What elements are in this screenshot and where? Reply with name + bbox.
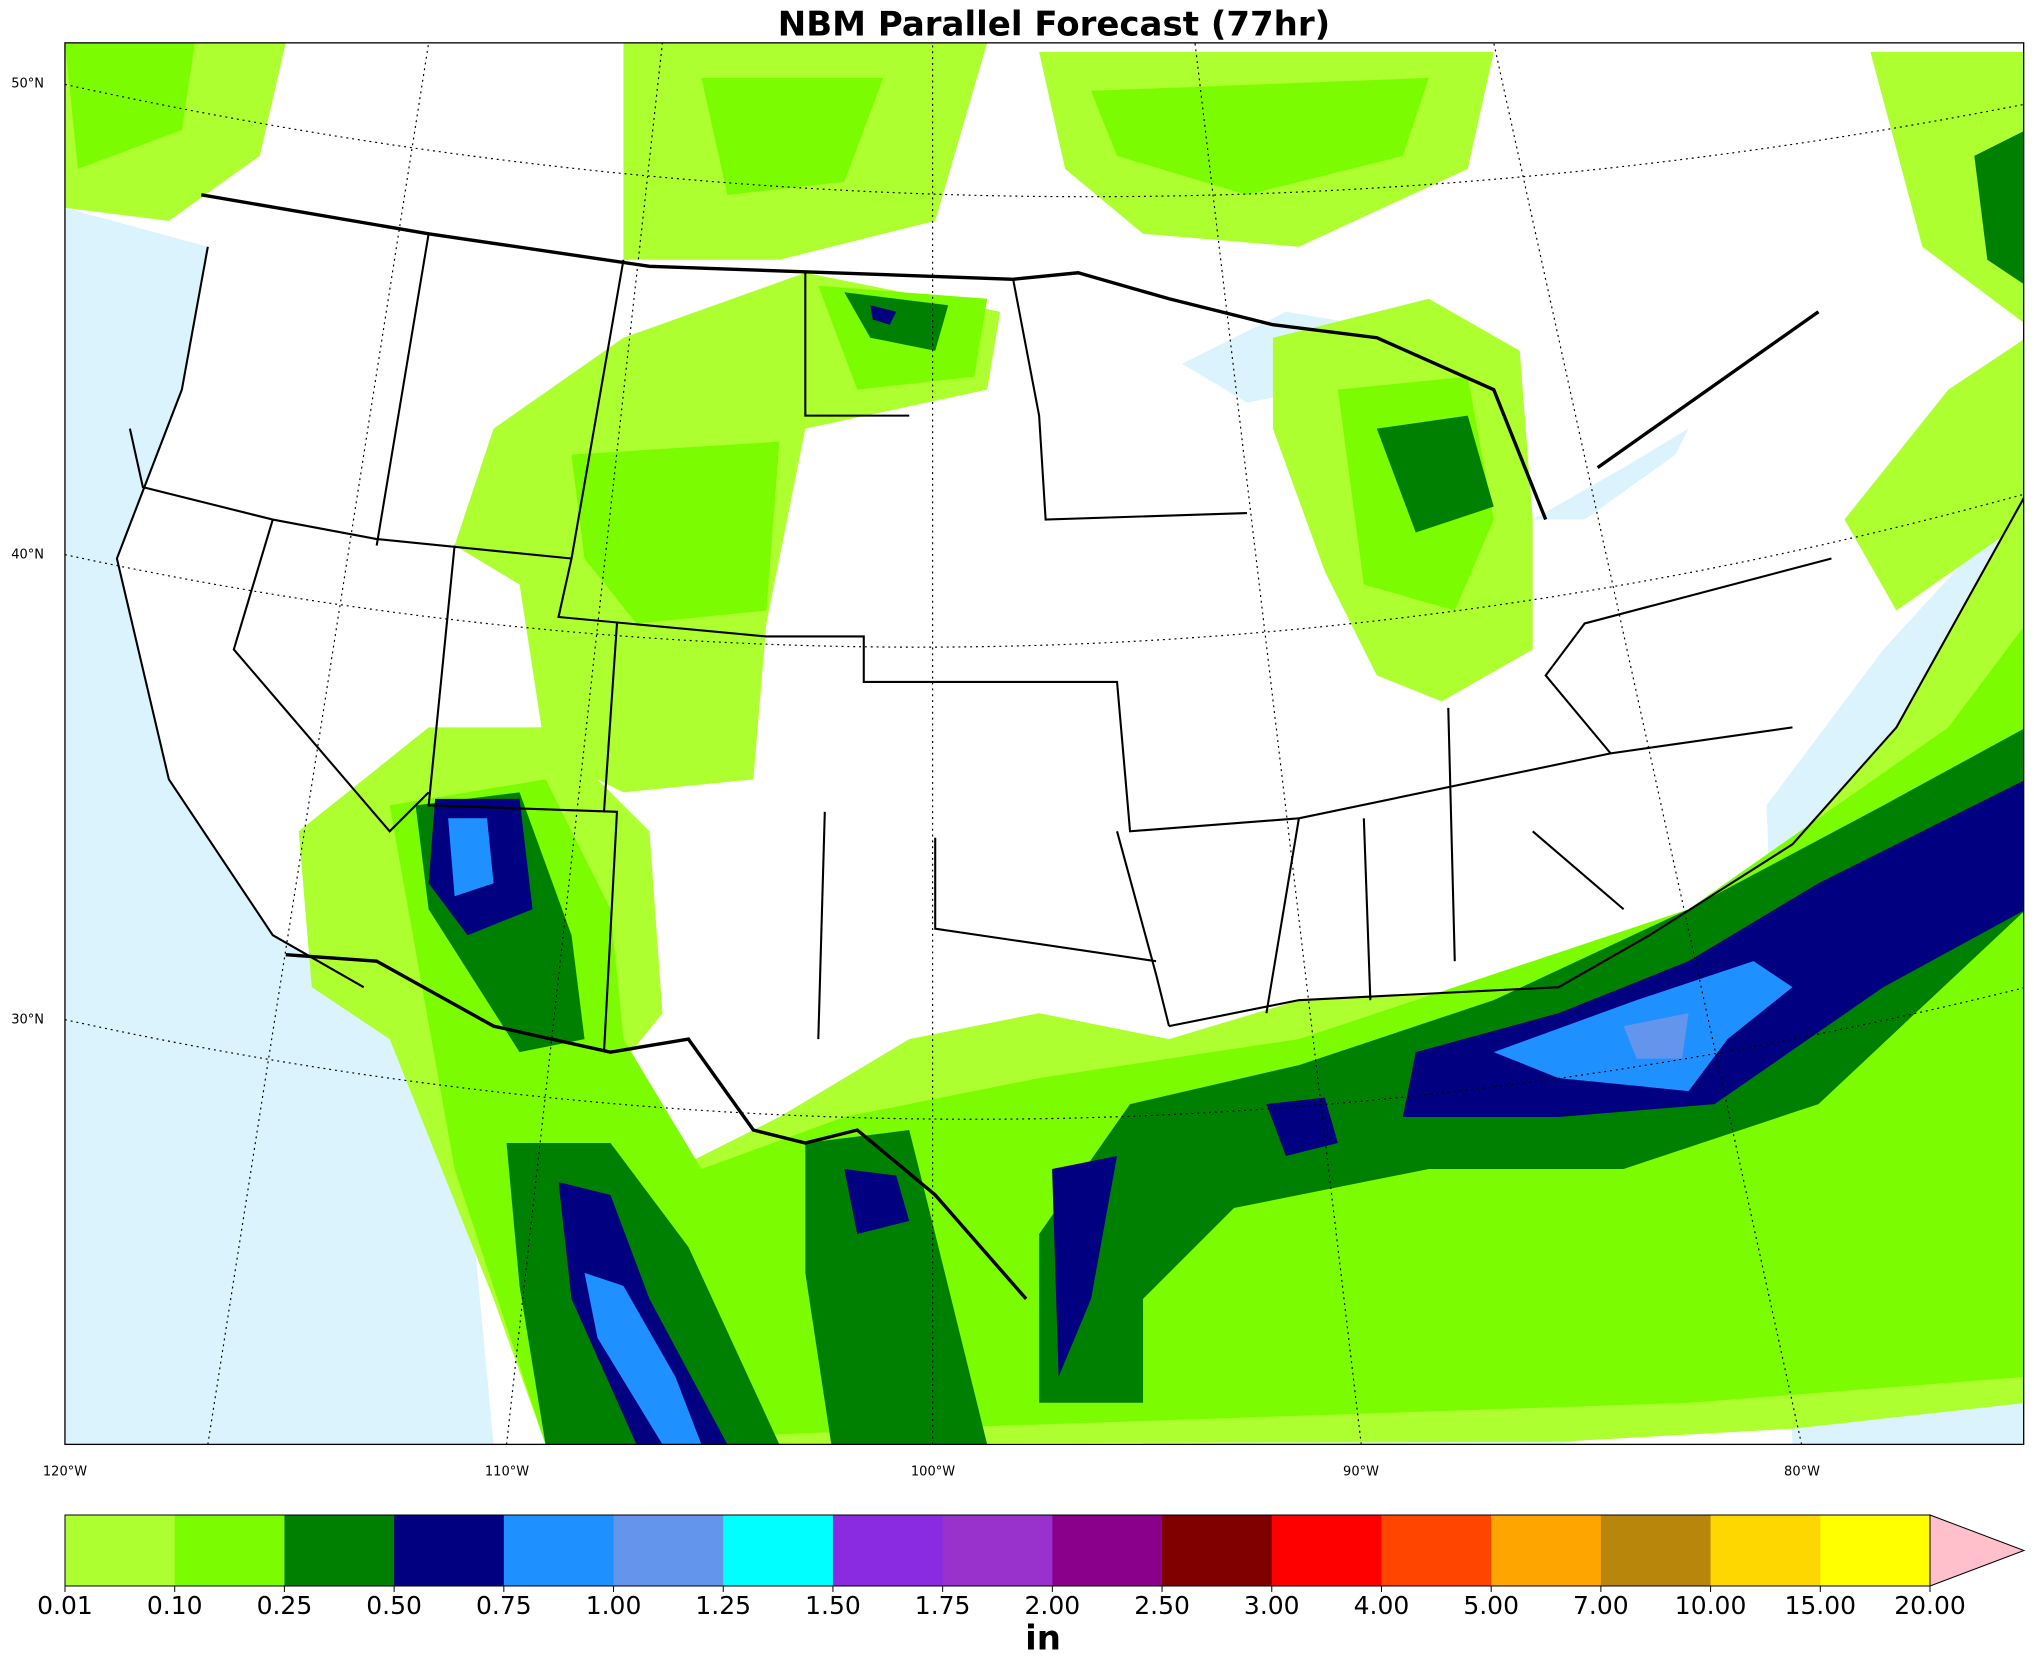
latitude-labels: 50°N 40°N 30°N bbox=[11, 77, 44, 1028]
precip bbox=[844, 292, 949, 351]
longitude-labels: 120°W 110°W 100°W 90°W 80°W bbox=[43, 1465, 1820, 1480]
latitude-label: 50°N bbox=[11, 77, 44, 92]
precip bbox=[571, 441, 780, 624]
coastline bbox=[115, 246, 2024, 1028]
pacific-ocean bbox=[64, 207, 494, 1445]
colorbar-tick-label: 15.00 bbox=[1785, 1591, 1857, 1620]
colorbar-tick-label: 0.10 bbox=[147, 1591, 203, 1620]
colorbar-extend bbox=[1929, 1514, 2026, 1587]
colorbar-tick-label: 20.00 bbox=[1894, 1591, 1966, 1620]
colorbar-segment bbox=[1162, 1515, 1273, 1586]
colorbar-tick-label: 1.75 bbox=[915, 1591, 971, 1620]
colorbar-segment bbox=[503, 1515, 615, 1586]
longitude-label: 110°W bbox=[485, 1465, 529, 1480]
latitude-label: 40°N bbox=[11, 548, 44, 563]
colorbar-tick-label: 1.50 bbox=[805, 1591, 861, 1620]
colorbar-tick-label: 4.00 bbox=[1354, 1591, 1410, 1620]
colorbar-frame bbox=[64, 1514, 1931, 1587]
precip bbox=[1376, 415, 1494, 533]
colorbar-segment bbox=[942, 1515, 1053, 1586]
precip bbox=[64, 42, 195, 169]
colorbar-tick-label: 5.00 bbox=[1463, 1591, 1519, 1620]
colorbar-tick-label: 2.50 bbox=[1134, 1591, 1190, 1620]
colorbar-segment bbox=[65, 1515, 176, 1586]
precip bbox=[448, 818, 494, 897]
precip bbox=[870, 305, 897, 325]
longitude-label: 80°W bbox=[1784, 1465, 1820, 1480]
colorbar-segment bbox=[284, 1515, 395, 1586]
colorbar-tick-label: 0.75 bbox=[476, 1591, 532, 1620]
precip bbox=[1974, 131, 2024, 285]
latitude-label: 30°N bbox=[11, 1013, 44, 1028]
colorbar-tick-label: 7.00 bbox=[1573, 1591, 1629, 1620]
colorbar-tick-label: 0.25 bbox=[257, 1591, 313, 1620]
colorbar-tick-label: 1.00 bbox=[586, 1591, 642, 1620]
precip bbox=[1623, 1013, 1689, 1059]
map-frame bbox=[64, 42, 2025, 1446]
precip bbox=[805, 1130, 988, 1445]
state-lines bbox=[128, 233, 1832, 1053]
colorbar-tick-label: 0.01 bbox=[37, 1591, 93, 1620]
longitude-label: 90°W bbox=[1343, 1465, 1379, 1480]
colorbar-tick-label: 1.25 bbox=[695, 1591, 751, 1620]
colorbar-tick-label: 10.00 bbox=[1675, 1591, 1747, 1620]
colorbar-segment bbox=[1052, 1515, 1163, 1586]
colorbar-tick-label: 0.50 bbox=[366, 1591, 422, 1620]
precip bbox=[584, 1272, 702, 1445]
precip bbox=[1844, 339, 2024, 611]
colorbar-segment bbox=[1381, 1515, 1492, 1586]
longitude-label: 100°W bbox=[911, 1465, 955, 1480]
colorbar-segment bbox=[1820, 1515, 1931, 1586]
colorbar-segment bbox=[1600, 1515, 1712, 1586]
map bbox=[64, 42, 2025, 1446]
colorbar-tick-label: 3.00 bbox=[1244, 1591, 1300, 1620]
precip bbox=[558, 1181, 728, 1445]
precip bbox=[701, 77, 884, 195]
precip bbox=[844, 1169, 910, 1234]
colorbar-segment bbox=[832, 1515, 944, 1586]
colorbar-segment bbox=[723, 1515, 834, 1586]
precip bbox=[1266, 1097, 1338, 1157]
colorbar-segment bbox=[1271, 1515, 1382, 1586]
colorbar-segment bbox=[174, 1515, 285, 1586]
colorbar: 0.01 0.10 0.25 0.50 0.75 1.00 1.25 1.50 1.75 2.00… bbox=[37, 1514, 2026, 1620]
title: NBM Parallel Forecast (77hr) bbox=[778, 5, 1330, 45]
longitude-label: 120°W bbox=[43, 1465, 87, 1480]
colorbar-tick-label: 2.00 bbox=[1025, 1591, 1081, 1620]
colorbar-segment bbox=[394, 1515, 505, 1586]
colorbar-segment bbox=[1710, 1515, 1821, 1586]
precip bbox=[1052, 1156, 1118, 1377]
colorbar-unit: in bbox=[1025, 1619, 1061, 1659]
map-layers bbox=[64, 42, 2024, 1445]
precip bbox=[1091, 77, 1429, 195]
precip bbox=[1870, 51, 2024, 323]
precip bbox=[389, 626, 2024, 1445]
colorbar-segment bbox=[613, 1515, 724, 1586]
border bbox=[201, 193, 1820, 1301]
colorbar-segment bbox=[1491, 1515, 1602, 1586]
